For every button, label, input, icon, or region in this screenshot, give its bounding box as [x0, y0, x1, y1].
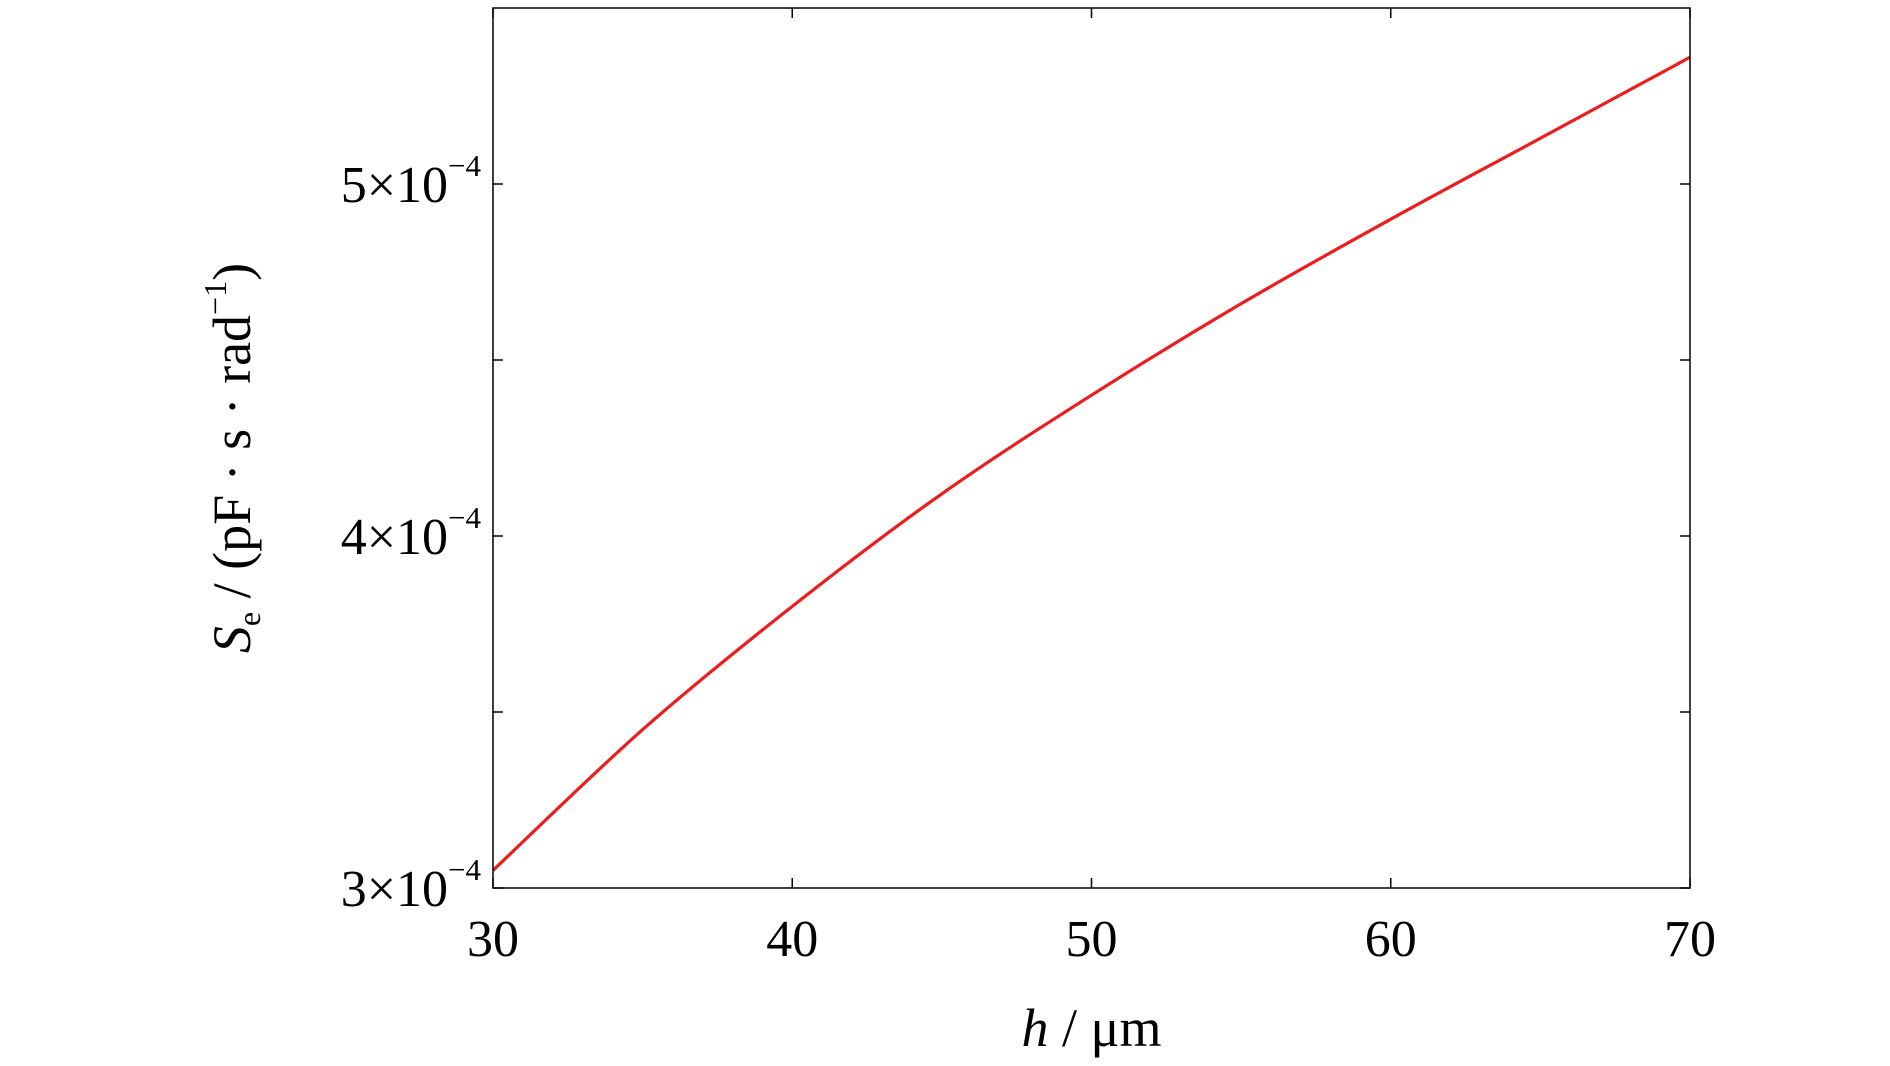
y-axis-variable: S	[202, 626, 262, 653]
series-line	[491, 55, 1691, 872]
x-axis-variable: h	[1022, 998, 1049, 1058]
y-tick-label: 5×10−4	[341, 148, 482, 214]
plot-area	[491, 55, 1691, 872]
x-axis-unit: / μm	[1049, 998, 1162, 1058]
y-tick-exponent: −4	[448, 148, 481, 183]
y-axis-unit-exponent: −1	[197, 281, 233, 315]
y-axis-label: Se / (pF · s · rad−1)	[197, 263, 267, 653]
x-tick-label: 70	[1664, 911, 1716, 968]
y-tick-mantissa: 3×10	[341, 861, 448, 918]
x-tick-label: 30	[467, 911, 519, 968]
y-tick-label: 3×10−4	[341, 852, 482, 918]
x-axis-label: h / μm	[1022, 998, 1162, 1058]
y-tick-exponent: −4	[448, 852, 481, 887]
plot-frame	[492, 7, 1691, 889]
y-tick-mantissa: 5×10	[341, 157, 448, 214]
axes	[492, 7, 1691, 889]
y-tick-mantissa: 4×10	[341, 509, 448, 566]
x-tick-label: 40	[766, 911, 818, 968]
y-tick-label: 4×10−4	[341, 500, 482, 566]
x-tick-label: 50	[1066, 911, 1118, 968]
y-axis-unit-suffix: )	[202, 263, 262, 281]
y-axis-unit: / (pF · s · rad	[202, 315, 262, 612]
y-tick-exponent: −4	[448, 500, 481, 535]
x-tick-label: 60	[1365, 911, 1417, 968]
y-axis-subscript: e	[231, 612, 267, 626]
